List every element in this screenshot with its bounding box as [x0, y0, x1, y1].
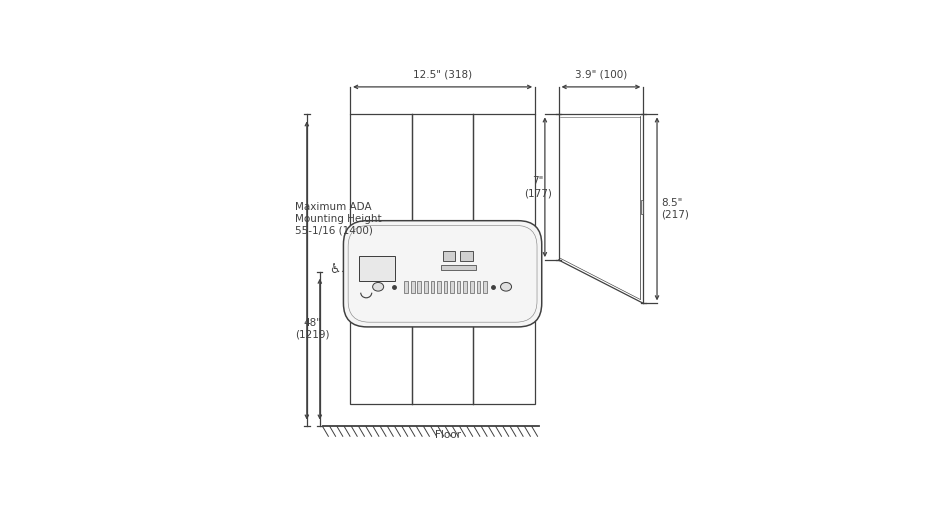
- Bar: [359, 256, 395, 281]
- Bar: [438, 281, 441, 293]
- Ellipse shape: [500, 283, 512, 291]
- FancyBboxPatch shape: [343, 221, 542, 327]
- Bar: [461, 251, 474, 261]
- Bar: [470, 281, 474, 293]
- Bar: [351, 114, 535, 404]
- Text: 8.5"
(217): 8.5" (217): [661, 198, 689, 220]
- Text: 12.5" (318): 12.5" (318): [413, 69, 472, 79]
- Bar: [442, 251, 455, 261]
- Bar: [404, 281, 408, 293]
- Bar: [424, 281, 427, 293]
- Ellipse shape: [373, 283, 384, 291]
- Text: Maximum ADA
Mounting Height
55-1/16 (1400): Maximum ADA Mounting Height 55-1/16 (140…: [295, 202, 382, 235]
- Bar: [476, 281, 480, 293]
- Bar: [411, 281, 414, 293]
- Text: 7"
(177): 7" (177): [524, 176, 551, 198]
- Bar: [417, 281, 421, 293]
- Text: Floor: Floor: [436, 430, 462, 440]
- Text: 3.9" (100): 3.9" (100): [574, 69, 627, 79]
- Text: ♿: ♿: [328, 263, 340, 276]
- Bar: [431, 281, 434, 293]
- Bar: [450, 281, 454, 293]
- Text: 48"
(1219): 48" (1219): [295, 318, 330, 340]
- Bar: [641, 200, 643, 214]
- Bar: [440, 265, 476, 270]
- Bar: [444, 281, 448, 293]
- Bar: [463, 281, 467, 293]
- Bar: [483, 281, 487, 293]
- Bar: [457, 281, 461, 293]
